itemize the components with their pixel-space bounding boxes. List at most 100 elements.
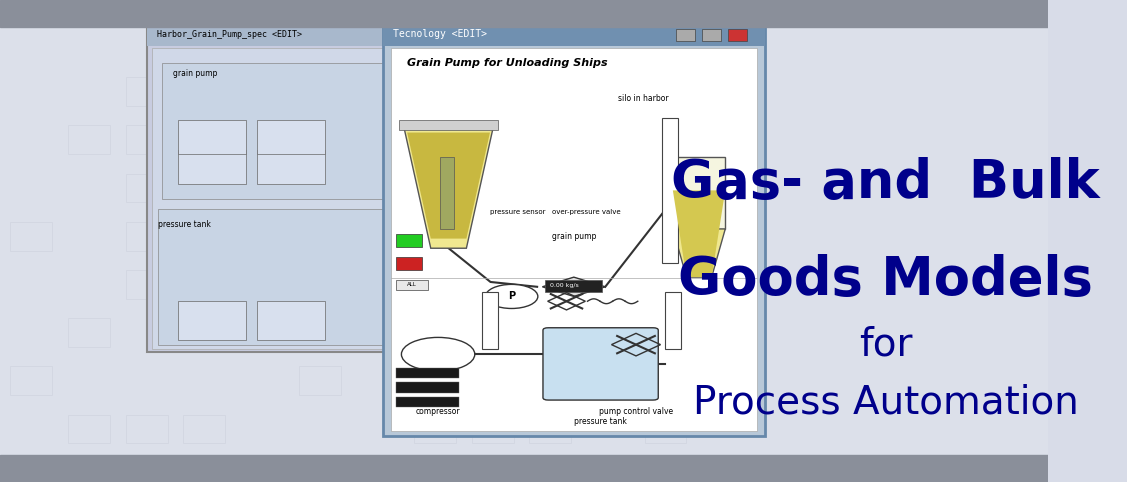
Bar (299, 366, 340, 395)
Bar (126, 270, 168, 299)
Bar (587, 174, 629, 202)
Bar (471, 125, 514, 154)
Bar (178, 150, 247, 184)
Bar (397, 397, 459, 407)
Bar (397, 368, 459, 378)
Bar (414, 270, 456, 299)
Bar (544, 280, 602, 292)
Text: Tecnology <EDIT>: Tecnology <EDIT> (393, 29, 487, 39)
Bar (645, 270, 686, 299)
Bar (257, 150, 325, 184)
Text: pump control valve: pump control valve (598, 407, 673, 416)
FancyBboxPatch shape (543, 328, 658, 400)
Bar (414, 174, 456, 202)
Polygon shape (405, 128, 494, 248)
Bar (68, 318, 110, 347)
Bar (676, 29, 695, 41)
Text: Goods Models: Goods Models (678, 254, 1093, 306)
Bar (147, 24, 734, 46)
Text: grain pump: grain pump (172, 69, 218, 78)
Bar (397, 280, 427, 290)
Text: Grain Pump for Unloading Ships: Grain Pump for Unloading Ships (407, 58, 607, 68)
Bar (587, 77, 629, 106)
Bar (184, 125, 225, 154)
Polygon shape (673, 190, 726, 277)
Text: grain pump: grain pump (552, 232, 596, 241)
Bar (184, 77, 225, 106)
Bar (441, 157, 454, 229)
Bar (414, 77, 456, 106)
Bar (0, 27, 1048, 455)
Bar (299, 174, 340, 202)
Text: P: P (508, 292, 515, 301)
Bar (397, 382, 459, 393)
Bar (10, 222, 52, 251)
Bar (152, 48, 728, 349)
Text: pressure tank: pressure tank (574, 417, 627, 426)
Bar (257, 120, 325, 154)
Bar (530, 270, 571, 299)
Bar (158, 209, 706, 345)
Bar (663, 118, 678, 263)
Bar (728, 29, 747, 41)
Text: silo in h: silo in h (509, 69, 539, 78)
Bar (587, 318, 629, 347)
Bar (257, 301, 325, 340)
Bar (530, 318, 571, 347)
Text: Gas- and  Bulk: Gas- and Bulk (672, 157, 1100, 209)
Bar (530, 415, 571, 443)
Text: Process Automation: Process Automation (693, 384, 1079, 421)
Bar (382, 22, 765, 46)
Bar (482, 292, 498, 349)
Text: pressure sensor: pressure sensor (490, 209, 545, 215)
Bar (126, 77, 168, 106)
Bar (299, 222, 340, 251)
Bar (391, 48, 756, 431)
Text: Harbor_Grain_Pump_spec <EDIT>: Harbor_Grain_Pump_spec <EDIT> (157, 30, 302, 40)
Polygon shape (407, 133, 490, 239)
Bar (530, 125, 571, 154)
Bar (414, 222, 456, 251)
Bar (399, 120, 498, 130)
Text: pressure tank: pressure tank (158, 220, 211, 229)
Bar (0, 0, 1048, 27)
Bar (126, 125, 168, 154)
Bar (530, 77, 571, 106)
Bar (126, 415, 168, 443)
Bar (673, 157, 726, 229)
Bar (414, 415, 456, 443)
Bar (356, 318, 398, 347)
Bar (147, 24, 734, 352)
Bar (397, 257, 423, 270)
Bar (645, 415, 686, 443)
Bar (498, 63, 717, 199)
Bar (471, 415, 514, 443)
Bar (184, 318, 225, 347)
Text: compressor: compressor (416, 407, 461, 416)
Bar (471, 366, 514, 395)
Bar (184, 222, 225, 251)
Text: 0.00 kg/s: 0.00 kg/s (550, 283, 578, 288)
Text: for: for (859, 326, 913, 363)
Bar (397, 234, 423, 247)
Bar (126, 222, 168, 251)
Bar (126, 174, 168, 202)
Bar (0, 455, 1048, 482)
Bar (184, 415, 225, 443)
Bar (530, 174, 571, 202)
Bar (702, 29, 721, 41)
Bar (162, 63, 421, 199)
Bar (645, 318, 686, 347)
Bar (356, 222, 398, 251)
Polygon shape (673, 229, 726, 277)
Bar (68, 125, 110, 154)
Bar (241, 222, 283, 251)
Text: silo in harbor: silo in harbor (618, 94, 668, 103)
Text: over-pressure valve: over-pressure valve (552, 209, 621, 215)
Bar (178, 120, 247, 154)
Bar (10, 366, 52, 395)
Bar (68, 415, 110, 443)
Bar (665, 292, 681, 349)
Text: ALL: ALL (407, 282, 417, 287)
Text: hopper on ship: hopper on ship (411, 136, 469, 146)
